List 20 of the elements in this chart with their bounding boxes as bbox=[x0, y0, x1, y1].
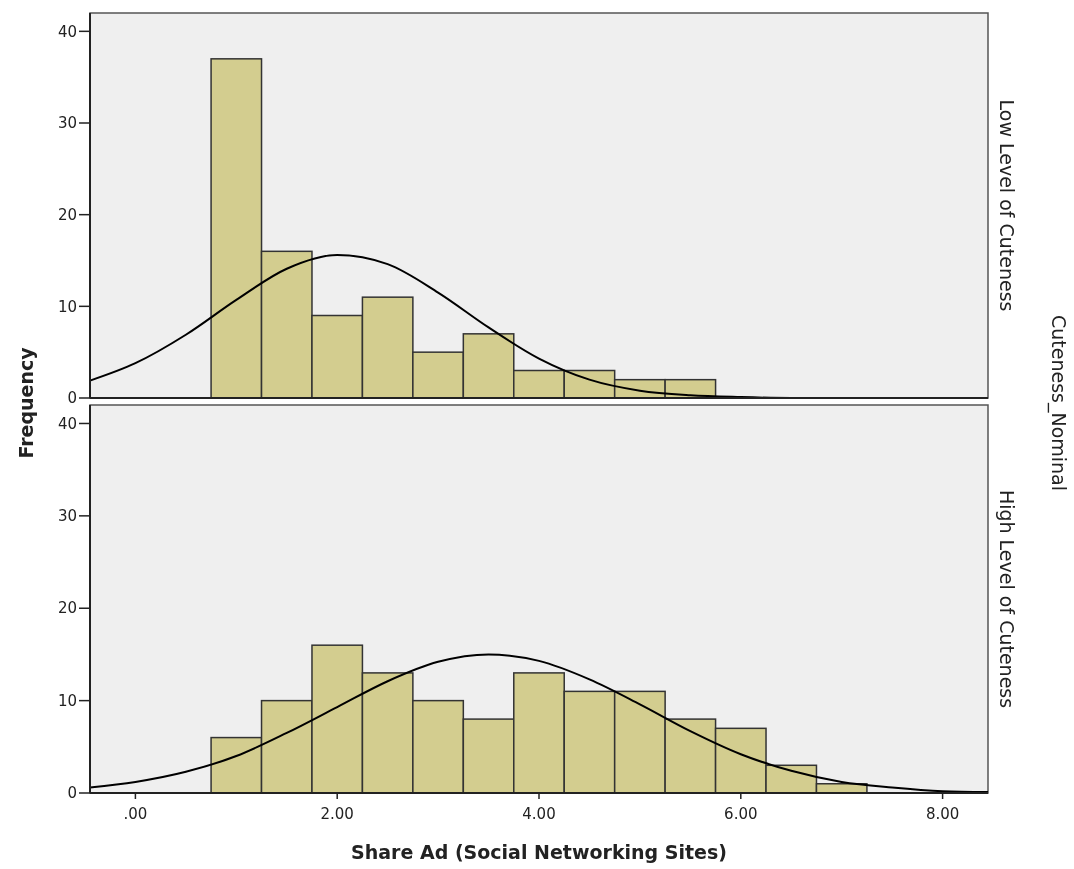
x-tick-label: 4.00 bbox=[522, 805, 556, 823]
x-tick-label: 6.00 bbox=[724, 805, 758, 823]
y-tick-label: 30 bbox=[57, 507, 77, 526]
x-tick-label: 8.00 bbox=[925, 805, 960, 823]
y-tick-label: 20 bbox=[57, 205, 77, 224]
y-tick-label: 40 bbox=[57, 414, 77, 433]
y-tick-label: 10 bbox=[57, 297, 77, 316]
y-tick-label: 10 bbox=[57, 691, 77, 710]
y-axis-title: Frequency bbox=[15, 346, 37, 459]
text: Low Level of Cuteness bbox=[996, 99, 1018, 312]
x-tick-label: 2.00 bbox=[320, 805, 354, 823]
y-tick-label: 30 bbox=[57, 114, 77, 133]
x-axis-title: Share Ad (Social Networking Sites) bbox=[351, 841, 727, 863]
text: High Level of Cuteness bbox=[996, 489, 1018, 709]
y-tick-label: 0 bbox=[67, 784, 77, 803]
y-tick-label: 0 bbox=[67, 389, 77, 408]
text: Cuteness_Nominal bbox=[1047, 314, 1070, 492]
y-tick-label: 40 bbox=[57, 22, 77, 41]
y-tick-label: 20 bbox=[57, 599, 77, 618]
x-tick-label: .00 bbox=[123, 805, 148, 823]
